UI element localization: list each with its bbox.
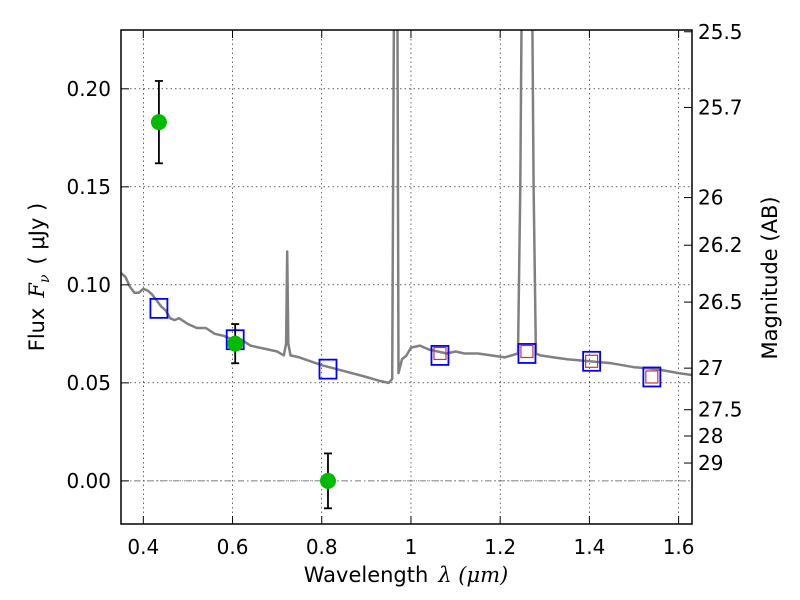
measurement-point-0: [150, 114, 167, 131]
model-photometry-square-3: [430, 345, 450, 366]
spectrum-line: [121, 30, 692, 385]
data-marks: [149, 80, 662, 510]
y-tick-label-0: 0.00: [66, 469, 111, 493]
measurement-point-2: [319, 472, 336, 489]
mag-tick-label-5: 27: [698, 356, 723, 380]
model-photometry-inner-3: [645, 370, 659, 384]
model-photometry-square-5: [582, 350, 602, 372]
y-tick-label-4: 0.20: [66, 77, 111, 101]
x-tick-label-0: 0.4: [127, 535, 159, 559]
grid-lines: [121, 30, 692, 524]
y-axis-label: FluxFν( μJy ): [25, 203, 53, 351]
model-photometry-square-4: [517, 343, 537, 364]
mag-tick-label-4: 26.5: [698, 290, 743, 314]
plot-frame: [120, 29, 693, 525]
y-tick-label-1: 0.05: [66, 371, 111, 395]
x-tick-label-5: 1.4: [573, 535, 605, 559]
x-axis-label: Wavelength λ (μm): [304, 563, 509, 587]
y-tick-label-3: 0.15: [66, 175, 111, 199]
model-photometry-square-0: [149, 297, 169, 319]
tick-labels: 0.4 0.6 0.8 1 1.2 1.4 1.6 0.00 0.05 0.10 0.15 0.20 2…: [66, 20, 742, 559]
x-tick-label-4: 1.2: [484, 535, 516, 559]
x-tick-label-2: 0.8: [306, 535, 338, 559]
mag-tick-label-0: 25.5: [698, 20, 743, 44]
model-photometry-square-2: [318, 358, 338, 380]
measurement-point-1: [227, 335, 244, 352]
mag-tick-label-7: 28: [698, 424, 723, 448]
model-photometry-inner-1: [520, 344, 534, 359]
x-tick-label-6: 1.6: [663, 535, 695, 559]
mag-tick-label-6: 27.5: [698, 398, 743, 422]
mag-tick-label-2: 26: [698, 186, 723, 210]
magnitude-axis-label: Magnitude (AB): [758, 196, 782, 359]
x-tick-label-1: 0.6: [217, 535, 249, 559]
mag-tick-label-8: 29: [698, 451, 723, 475]
model-photometry-inner-2: [585, 354, 599, 368]
model-photometry-inner-0: [433, 346, 447, 361]
x-tick-label-3: 1: [405, 535, 418, 559]
axis-ticks: [121, 30, 692, 524]
y-tick-label-2: 0.10: [66, 273, 111, 297]
model-photometry-square-6: [642, 366, 662, 388]
mag-tick-label-3: 26.2: [698, 233, 743, 257]
mag-tick-label-1: 25.7: [698, 95, 743, 119]
